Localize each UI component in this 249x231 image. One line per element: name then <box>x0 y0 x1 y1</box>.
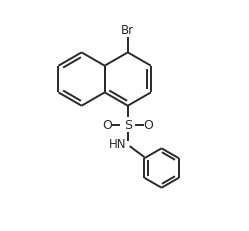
Text: O: O <box>143 119 153 132</box>
Text: HN: HN <box>108 138 126 151</box>
Text: Br: Br <box>121 24 134 37</box>
FancyBboxPatch shape <box>120 118 135 133</box>
Text: S: S <box>124 119 132 132</box>
Text: O: O <box>103 119 113 132</box>
